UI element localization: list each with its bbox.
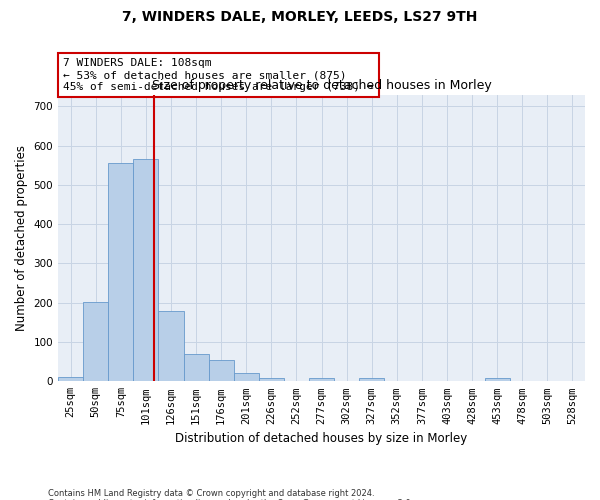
Bar <box>58 378 83 382</box>
Bar <box>309 378 334 382</box>
Bar <box>158 310 184 382</box>
Text: Contains public sector information licensed under the Open Government Licence v3: Contains public sector information licen… <box>48 498 413 500</box>
Bar <box>133 160 158 382</box>
Bar <box>359 378 384 382</box>
Text: 7, WINDERS DALE, MORLEY, LEEDS, LS27 9TH: 7, WINDERS DALE, MORLEY, LEEDS, LS27 9TH <box>122 10 478 24</box>
Bar <box>485 378 510 382</box>
X-axis label: Distribution of detached houses by size in Morley: Distribution of detached houses by size … <box>175 432 467 445</box>
Bar <box>209 360 233 382</box>
Bar <box>259 378 284 382</box>
Text: 7 WINDERS DALE: 108sqm
← 53% of detached houses are smaller (875)
45% of semi-de: 7 WINDERS DALE: 108sqm ← 53% of detached… <box>64 58 374 92</box>
Y-axis label: Number of detached properties: Number of detached properties <box>15 145 28 331</box>
Bar <box>108 164 133 382</box>
Title: Size of property relative to detached houses in Morley: Size of property relative to detached ho… <box>152 79 491 92</box>
Bar <box>184 354 209 382</box>
Bar <box>83 302 108 382</box>
Text: Contains HM Land Registry data © Crown copyright and database right 2024.: Contains HM Land Registry data © Crown c… <box>48 488 374 498</box>
Bar <box>233 374 259 382</box>
